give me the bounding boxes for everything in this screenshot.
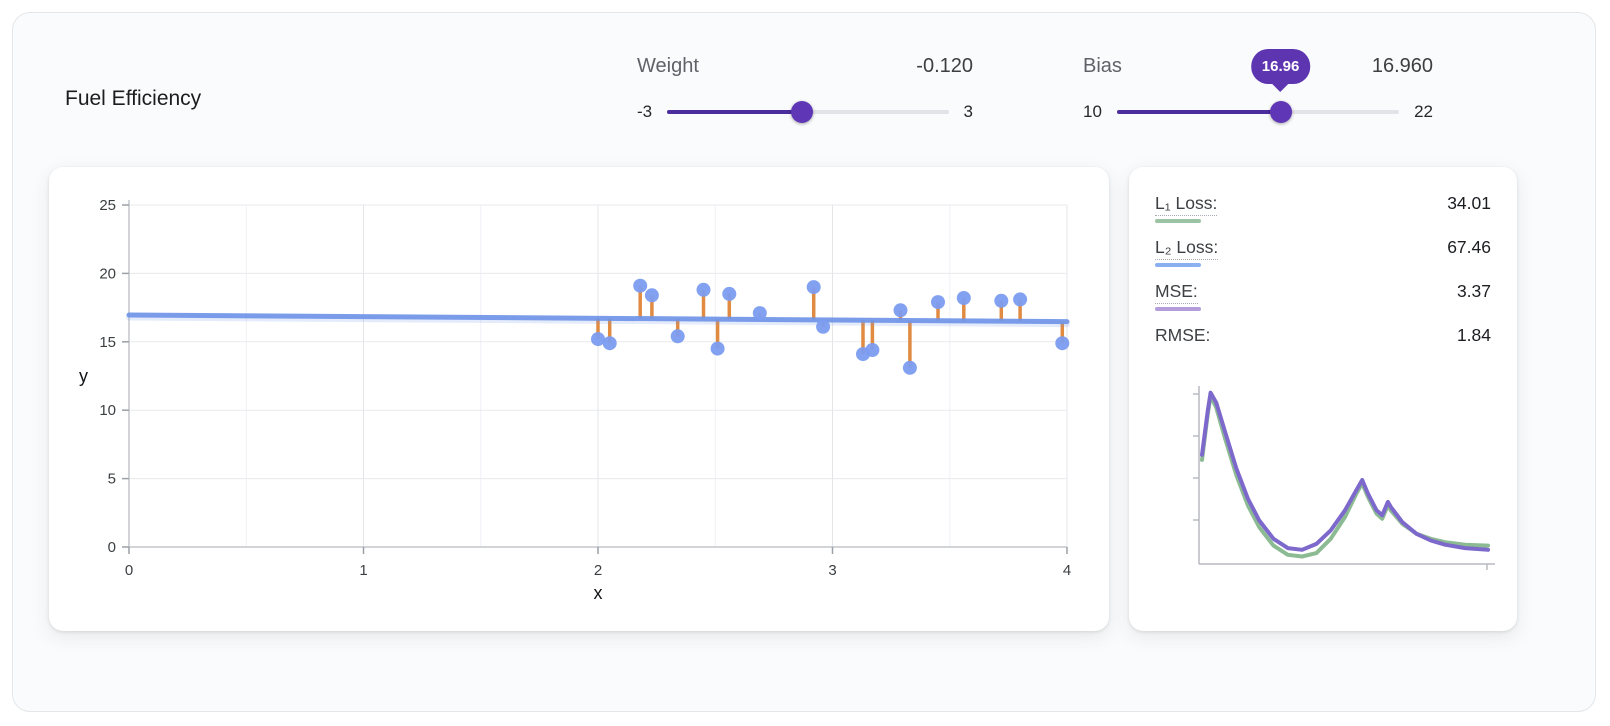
loss-panel-card: L₁ Loss: 34.01 L₂ Loss: 67.46 MSE: 3.37 … (1129, 167, 1517, 631)
model-line (126, 312, 1070, 325)
bias-tooltip-text: 16.96 (1261, 58, 1300, 75)
loss-curve-l1 (1200, 394, 1490, 559)
scatter-chart: 0 5 10 15 20 25 0 1 2 3 4 y x (49, 167, 1109, 631)
weight-slider[interactable] (667, 101, 949, 123)
metric-label-mse[interactable]: MSE: (1155, 281, 1201, 311)
svg-text:2: 2 (594, 562, 602, 579)
svg-text:3: 3 (828, 562, 836, 579)
data-point (956, 291, 971, 305)
weight-slider-fill (667, 110, 803, 114)
data-point (670, 329, 685, 344)
svg-text:10: 10 (99, 402, 116, 419)
metric-row-rmse: RMSE: 1.84 (1155, 325, 1491, 346)
bias-value: 16.960 (1371, 55, 1433, 77)
svg-text:20: 20 (99, 265, 116, 282)
bias-min-label: 10 (1083, 102, 1102, 121)
metric-row-mse: MSE: 3.37 (1155, 281, 1491, 311)
scatter-plot-card: 0 5 10 15 20 25 0 1 2 3 4 y x (49, 167, 1109, 631)
loss-curve-mse (1200, 390, 1490, 552)
bias-control: Bias 16.960 10 16.96 22 (1083, 49, 1433, 123)
bias-slider-handle[interactable] (1269, 101, 1292, 123)
data-point (752, 306, 767, 321)
loss-chart (1185, 376, 1507, 582)
svg-text:4: 4 (1063, 562, 1071, 579)
bias-label: Bias (1083, 55, 1122, 77)
metric-value-l2-loss: 67.46 (1447, 237, 1491, 257)
weight-max-label: 3 (963, 102, 973, 121)
mse-label-text: MSE: (1155, 281, 1198, 304)
bias-max-label: 22 (1414, 102, 1433, 121)
weight-slider-handle[interactable] (791, 101, 814, 123)
y-axis-title: y (79, 366, 88, 386)
svg-text:1: 1 (359, 562, 367, 579)
bias-slider[interactable]: 16.96 (1116, 49, 1400, 123)
l2-legend-swatch (1155, 263, 1201, 267)
svg-text:5: 5 (108, 471, 116, 488)
data-point (865, 343, 880, 357)
svg-text:15: 15 (99, 334, 116, 351)
metric-value-l1-loss: 34.01 (1447, 193, 1491, 213)
data-point (931, 295, 945, 310)
data-point (1055, 336, 1070, 351)
data-point (633, 278, 648, 293)
bias-value-tooltip: 16.96 (1250, 49, 1311, 84)
metric-row-l2: L₂ Loss: 67.46 (1155, 237, 1491, 267)
rmse-label-text: RMSE: (1155, 325, 1211, 345)
weight-min-label: -3 (637, 102, 653, 121)
metric-row-l1: L₁ Loss: 34.01 (1155, 193, 1491, 223)
metric-label-l2-loss[interactable]: L₂ Loss: (1155, 237, 1219, 267)
data-point (602, 336, 617, 351)
data-point (893, 303, 908, 318)
weight-control: Weight -0.120 -3 3 (637, 55, 973, 123)
bias-slider-fill (1116, 110, 1281, 114)
weight-label: Weight (637, 55, 699, 77)
weight-value: -0.120 (916, 55, 973, 77)
metric-value-mse: 3.37 (1456, 281, 1491, 301)
l1-legend-swatch (1155, 219, 1201, 223)
metric-label-rmse: RMSE: (1155, 325, 1210, 346)
x-axis-title: x (594, 583, 603, 603)
data-point (644, 288, 659, 303)
data-point (994, 293, 1009, 308)
svg-text:25: 25 (99, 197, 116, 214)
data-point (902, 360, 917, 375)
data-point (722, 286, 737, 301)
data-point (710, 341, 725, 356)
data-point (816, 319, 831, 334)
page-title: Fuel Efficiency (65, 87, 202, 110)
data-point (806, 280, 821, 295)
l1-loss-label-text: L₁ Loss: (1155, 193, 1218, 216)
mse-legend-swatch (1155, 307, 1201, 311)
data-point (591, 332, 605, 347)
l2-loss-label-text: L₂ Loss: (1155, 237, 1219, 260)
metric-value-rmse: 1.84 (1456, 325, 1491, 345)
data-point (696, 282, 711, 297)
metric-label-l1-loss[interactable]: L₁ Loss: (1155, 193, 1218, 223)
svg-text:0: 0 (108, 539, 116, 556)
app-frame: Fuel Efficiency Weight -0.120 -3 3 Bias … (12, 12, 1596, 712)
data-point (1013, 292, 1028, 307)
svg-text:0: 0 (125, 562, 133, 579)
